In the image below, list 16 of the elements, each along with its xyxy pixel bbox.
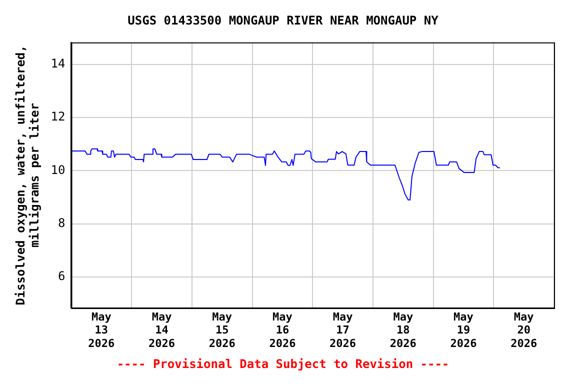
x-tick-label: May 15 2026 bbox=[208, 310, 236, 350]
y-tick-label: 12 bbox=[50, 110, 66, 124]
x-tick-label: May 16 2026 bbox=[269, 310, 296, 350]
y-tick-label: 14 bbox=[50, 56, 66, 71]
y-tick-label: 8 bbox=[58, 216, 66, 230]
x-tick-label: May 17 2026 bbox=[330, 310, 356, 350]
x-tick-label: May 19 2026 bbox=[450, 310, 478, 350]
x-tick-label: May 14 2026 bbox=[148, 310, 176, 350]
x-tick-label: May 18 2026 bbox=[390, 310, 417, 350]
chart-title: USGS 01433500 MONGAUP RIVER NEAR MONGAUP NY bbox=[128, 13, 440, 28]
y-axis-title: Dissolved oxygen, water, unfiltered, milligrams per liter bbox=[13, 45, 42, 306]
x-tick-label: May 13 2026 bbox=[88, 310, 116, 350]
x-tick-label: May 20 2026 bbox=[510, 310, 538, 350]
y-tick-label: 6 bbox=[58, 269, 66, 284]
text: ---- Provisional Data Subject to Revision ---- bbox=[116, 356, 450, 371]
y-tick-label: 10 bbox=[50, 162, 66, 177]
